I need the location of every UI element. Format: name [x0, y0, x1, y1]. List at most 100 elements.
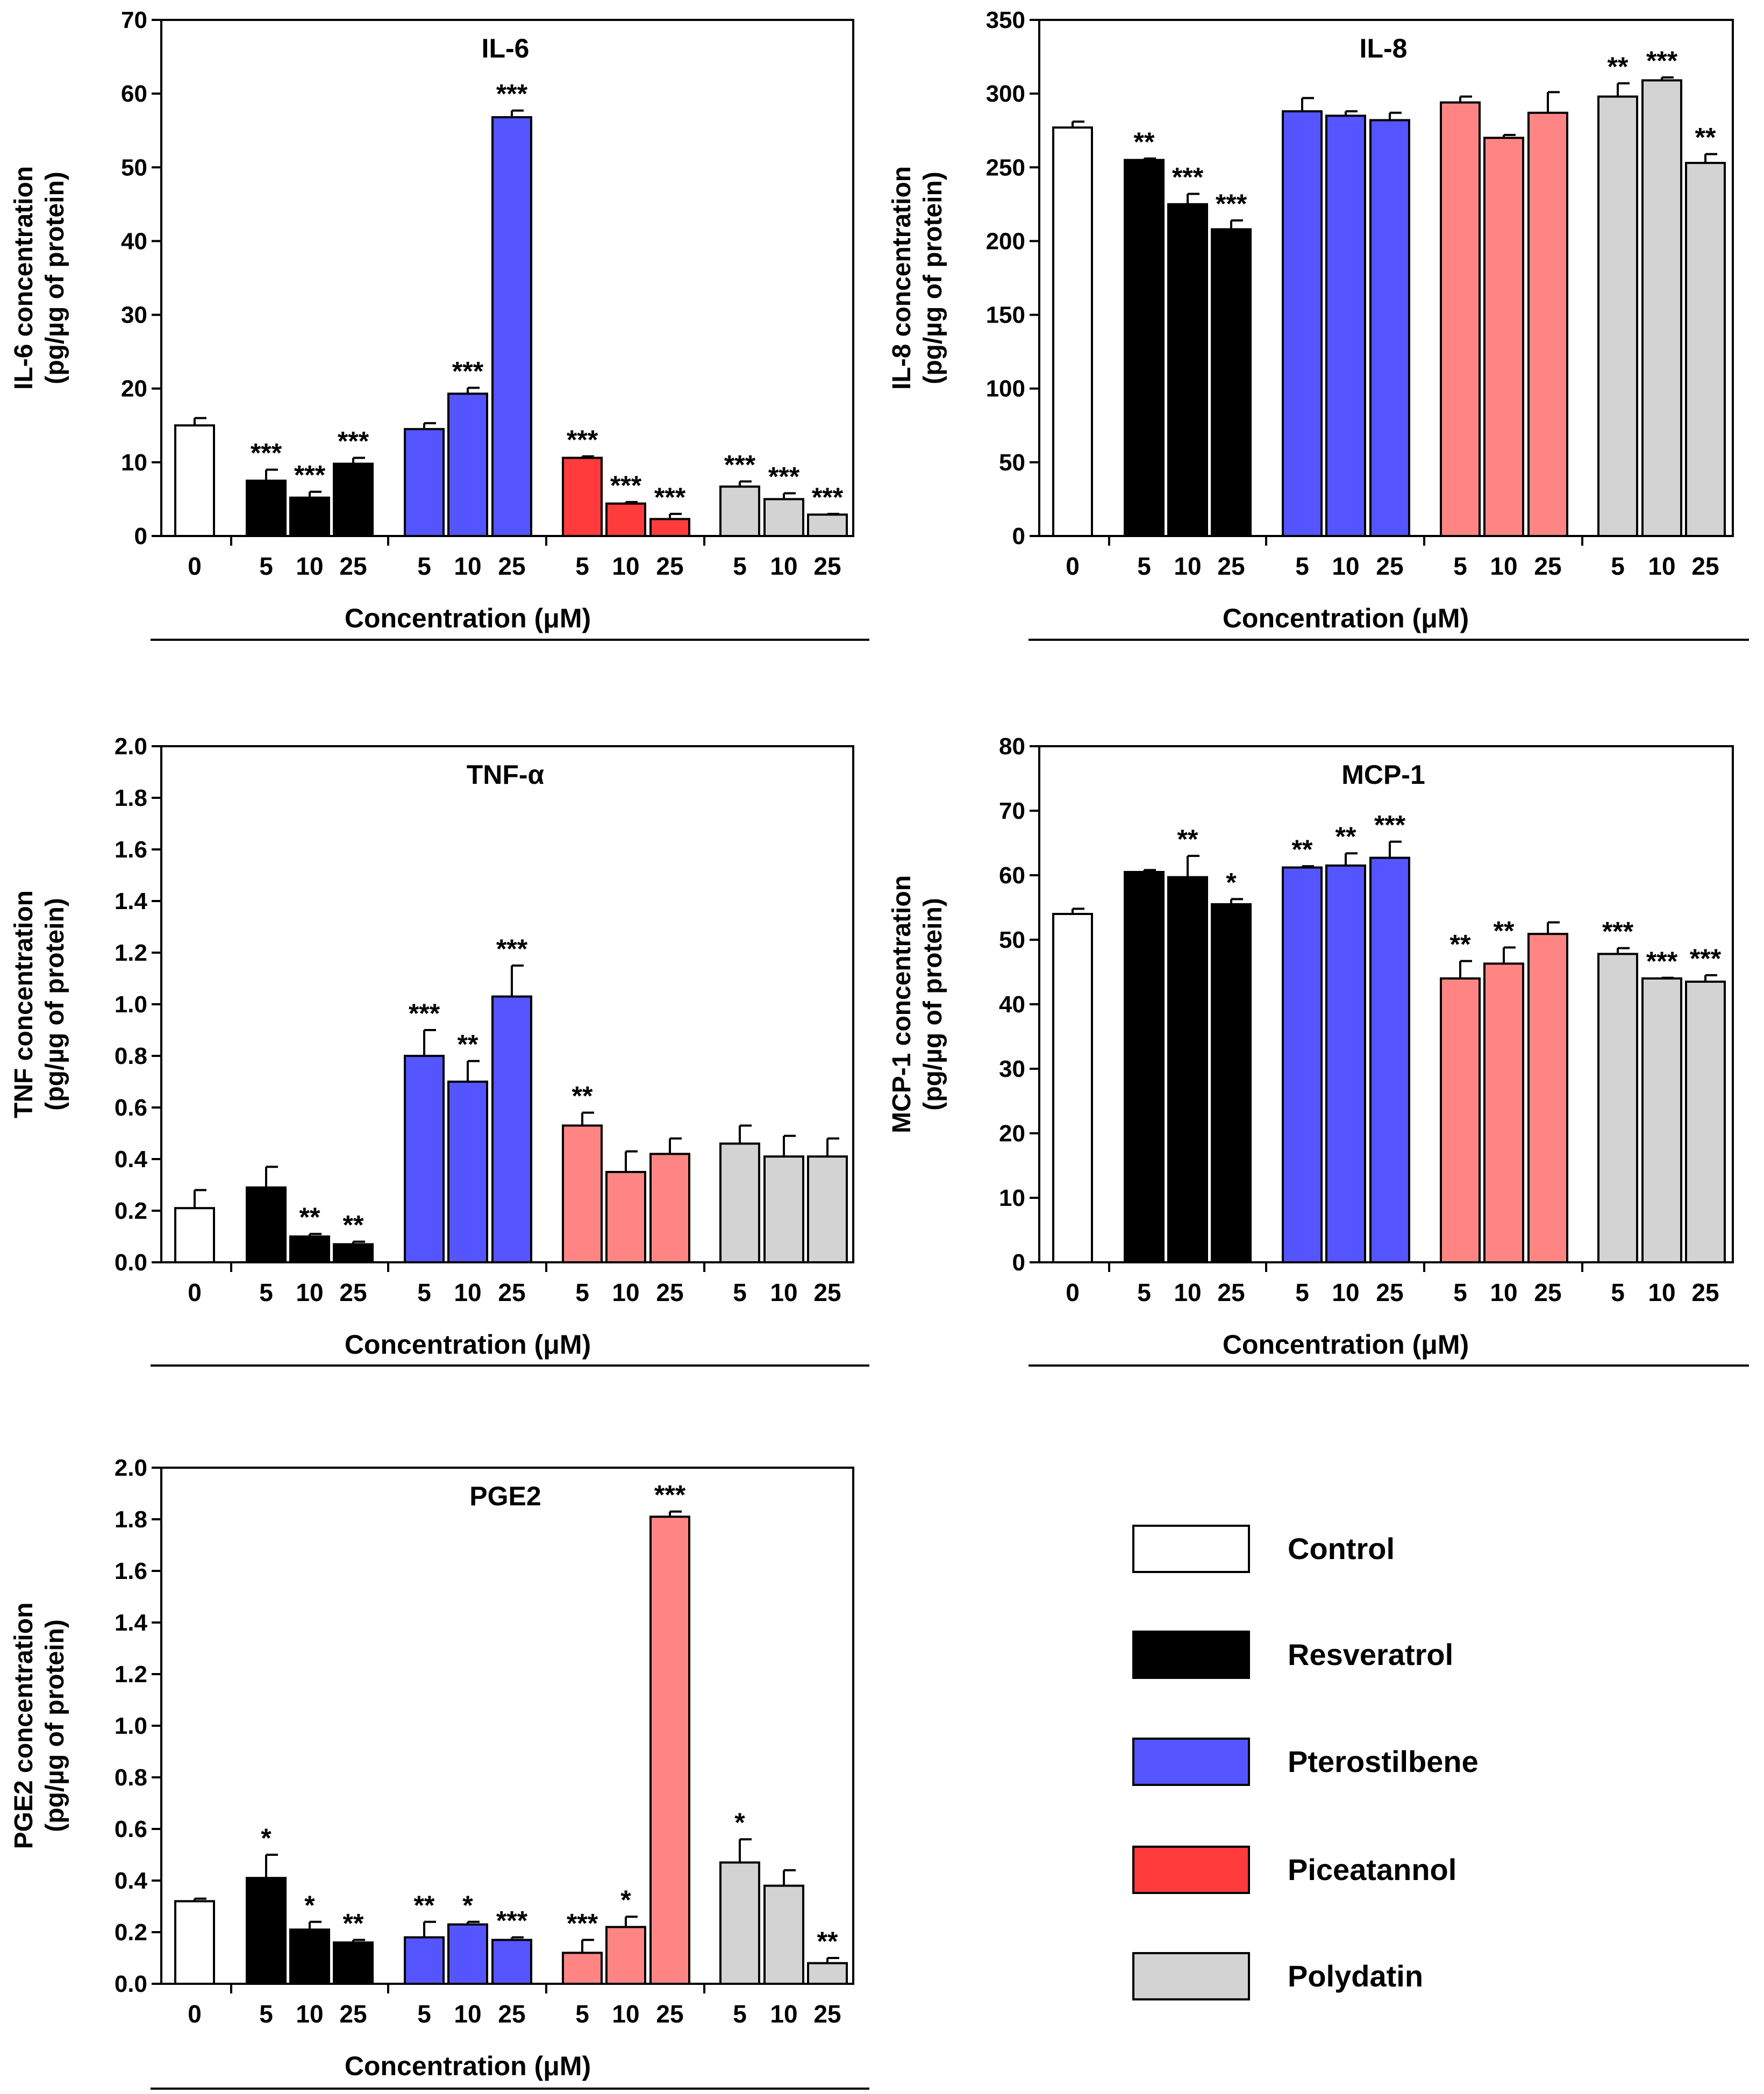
significance-label: *** — [409, 998, 440, 1028]
bar-resveratrol-25 — [333, 462, 374, 537]
x-category-label: 10 — [296, 2000, 323, 2028]
y-tick-label: 0.2 — [115, 1198, 147, 1224]
significance-label: *** — [724, 450, 756, 480]
y-tick-label: 0 — [1012, 523, 1025, 549]
significance-label: ** — [458, 1030, 479, 1060]
y-tick-label: 50 — [121, 154, 147, 181]
y-tick-label: 100 — [986, 376, 1025, 402]
y-tick-label: 0.6 — [115, 1095, 147, 1121]
x-category-label: 10 — [1332, 552, 1359, 580]
significance-label: *** — [768, 461, 800, 491]
legend-swatch-piceatannol — [1132, 1846, 1250, 1894]
x-category-label: 25 — [339, 1278, 367, 1306]
y-axis-label-line: MCP-1 concentration — [888, 875, 916, 1133]
y-tick-label: 20 — [121, 376, 147, 402]
x-category-label: 25 — [1376, 552, 1403, 580]
y-tick-label: 1.0 — [115, 991, 147, 1018]
x-axis-label: Concentration (μM) — [1223, 1330, 1469, 1360]
x-category-label: 25 — [813, 2000, 841, 2028]
bar-polydatin-25 — [1685, 981, 1726, 1263]
bar-resveratrol-5 — [246, 1186, 287, 1264]
bar-polydatin-25 — [807, 1155, 848, 1263]
significance-label: ** — [1134, 127, 1155, 157]
y-axis-label-line: IL-8 concentration — [888, 166, 916, 390]
x-category-label: 10 — [770, 1278, 797, 1306]
bar-pterostilbene-25 — [1369, 856, 1410, 1263]
y-tick-label: 80 — [999, 733, 1025, 760]
bar-piceatannol-10 — [605, 502, 646, 538]
x-category-label: 5 — [1611, 1278, 1625, 1306]
legend-swatch-resveratrol — [1132, 1631, 1250, 1679]
chart-panel-4: 0.0 0.2 0.4 0.6 0.8 1.0 1.2 1.4 1.6 1.8 2.0 PGE2 PGE… — [10, 1455, 869, 2090]
legend-swatch-polydatin — [1132, 1952, 1250, 2000]
y-tick-label: 2.0 — [115, 733, 147, 760]
x-category-label: 10 — [1490, 1278, 1517, 1306]
y-tick-label: 200 — [986, 228, 1025, 254]
bar-resveratrol-25 — [1211, 228, 1252, 537]
x-category-label: 25 — [1376, 1278, 1403, 1306]
bar-piceatannol-10 — [1483, 962, 1524, 1263]
x-axis-label: Concentration (μM) — [345, 2051, 591, 2081]
bar-pterostilbene-5 — [404, 1936, 445, 1985]
x-category-label: 5 — [417, 552, 431, 580]
bar-pterostilbene-10 — [1325, 115, 1366, 538]
y-tick-label: 30 — [999, 1056, 1025, 1082]
bar-resveratrol-5 — [246, 480, 287, 538]
x-category-label: 5 — [575, 552, 589, 580]
y-tick-label: 0.6 — [115, 1816, 147, 1842]
x-category-label: 0 — [188, 552, 202, 580]
bar-piceatannol-5 — [1440, 101, 1481, 538]
significance-label: *** — [654, 1480, 686, 1510]
y-tick-label: 1.4 — [115, 888, 148, 914]
x-category-label: 5 — [1611, 552, 1625, 580]
y-axis-label-line: (pg/µg of protein) — [919, 171, 947, 384]
x-category-label: 10 — [1648, 1278, 1675, 1306]
x-category-label: 25 — [813, 552, 841, 580]
significance-label: ** — [1695, 123, 1716, 153]
bar-resveratrol-10 — [289, 1928, 330, 1985]
significance-label: *** — [1690, 944, 1722, 974]
bar-control-0 — [174, 1900, 215, 1985]
significance-label: *** — [1646, 946, 1678, 976]
x-category-label: 5 — [417, 2000, 431, 2028]
y-tick-label: 300 — [986, 81, 1025, 107]
x-category-label: 10 — [296, 552, 323, 580]
bar-pterostilbene-5 — [404, 428, 445, 538]
bar-polydatin-25 — [807, 1962, 848, 1985]
x-category-label: 5 — [733, 552, 747, 580]
x-category-label: 5 — [259, 2000, 273, 2028]
x-category-label: 5 — [1137, 1278, 1151, 1306]
bar-resveratrol-10 — [289, 496, 330, 538]
bar-pterostilbene-5 — [404, 1055, 445, 1263]
bar-resveratrol-5 — [1124, 159, 1165, 538]
legend-swatch-pterostilbene — [1132, 1738, 1250, 1786]
significance-label: *** — [452, 356, 484, 386]
x-category-label: 10 — [1648, 552, 1675, 580]
y-tick-label: 40 — [121, 228, 147, 254]
significance-label: ** — [1336, 821, 1356, 852]
x-category-label: 0 — [188, 2000, 202, 2028]
significance-label: ** — [817, 1926, 838, 1956]
significance-label: * — [734, 1807, 745, 1838]
bar-piceatannol-25 — [1527, 933, 1568, 1263]
bar-piceatannol-25 — [649, 518, 690, 538]
significance-label: *** — [1216, 189, 1247, 219]
bar-polydatin-25 — [1685, 162, 1726, 537]
significance-label: *** — [654, 482, 686, 512]
significance-label: ** — [572, 1081, 593, 1111]
y-tick-label: 10 — [121, 449, 147, 476]
x-category-label: 10 — [770, 552, 797, 580]
significance-label: *** — [567, 425, 598, 455]
bar-piceatannol-25 — [649, 1153, 690, 1263]
x-category-label: 5 — [1295, 1278, 1309, 1306]
y-axis-label: IL-8 concentration (pg/µg of protein) — [888, 166, 947, 390]
bar-pterostilbene-25 — [491, 995, 532, 1263]
y-tick-label: 2.0 — [115, 1455, 147, 1481]
legend-label-polydatin: Polydatin — [1288, 1959, 1423, 1993]
x-category-label: 5 — [1453, 552, 1467, 580]
significance-label: *** — [294, 460, 326, 490]
x-category-label: 5 — [259, 552, 273, 580]
